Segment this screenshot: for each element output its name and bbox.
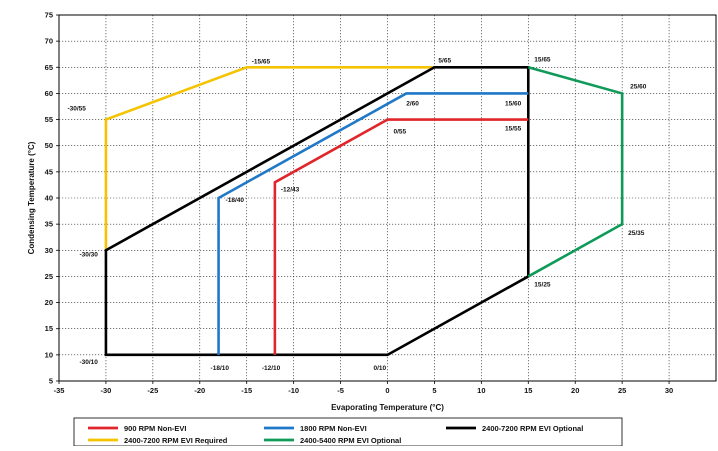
x-tick-label: 25 <box>618 386 626 395</box>
point-label: 15/55 <box>505 126 522 133</box>
legend-box <box>73 417 623 447</box>
point-label: 25/60 <box>630 83 647 90</box>
x-tick-label: -25 <box>147 386 158 395</box>
y-tick-label: 75 <box>45 11 53 20</box>
point-labels: -15/65 5/65 15/65 25/60 -30/55 2/60 15/60 0/55 1… <box>67 56 646 372</box>
series-line-2400-5400-rpm-evi-optional <box>527 66 624 278</box>
y-tick-label: 40 <box>45 194 53 203</box>
point-label: 15/25 <box>534 281 551 288</box>
y-tick-label: 45 <box>45 167 53 176</box>
point-label: 0/10 <box>374 365 387 372</box>
series-line-900-rpm-non-evi <box>273 118 529 355</box>
legend: 900 RPM Non-EVI 1800 RPM Non-EVI 2400-7200… <box>73 417 623 447</box>
point-label: -30/55 <box>67 106 86 113</box>
x-axis-title: Evaporating Temperature (°C) <box>331 403 444 412</box>
y-tick-label: 55 <box>45 115 53 124</box>
y-tick-label: 50 <box>45 141 53 150</box>
point-label: 0/55 <box>394 129 407 136</box>
x-tick-label: 20 <box>571 386 579 395</box>
x-tick-label: -20 <box>194 386 205 395</box>
y-tick-label: 60 <box>45 89 53 98</box>
x-tick-label: -5 <box>337 386 344 395</box>
point-label: -30/30 <box>79 251 98 258</box>
x-tick-label: 15 <box>524 386 532 395</box>
point-label: -15/65 <box>252 58 271 65</box>
x-tick-label: 10 <box>477 386 485 395</box>
legend-label: 2400-7200 RPM EVI Optional <box>482 424 583 433</box>
legend-label: 1800 RPM Non-EVI <box>300 424 367 433</box>
y-tick-label: 70 <box>45 37 53 46</box>
y-axis-title: Condensing Temperature (°C) <box>27 141 36 254</box>
x-tick-label: 0 <box>385 386 389 395</box>
grid <box>58 14 716 382</box>
series-line-1800-rpm-non-evi <box>217 92 529 355</box>
x-tick-label: -30 <box>101 386 112 395</box>
point-label: -12/43 <box>281 186 300 193</box>
y-tick-label: 65 <box>45 63 53 72</box>
point-label: 25/35 <box>628 230 645 237</box>
point-label: -18/40 <box>226 197 245 204</box>
point-label: 2/60 <box>406 100 419 107</box>
legend-label: 2400-5400 RPM EVI Optional <box>300 436 401 445</box>
legend-label: 900 RPM Non-EVI <box>124 424 187 433</box>
y-tick-label: 35 <box>45 220 53 229</box>
y-tick-label: 30 <box>45 246 53 255</box>
y-tick-label: 10 <box>45 350 53 359</box>
point-label: -30/10 <box>79 359 98 366</box>
x-tick-label: 5 <box>432 386 436 395</box>
x-tick-label: -15 <box>241 386 252 395</box>
y-tick-label: 25 <box>45 272 53 281</box>
x-tick-label: -35 <box>54 386 65 395</box>
point-label: -18/10 <box>211 365 230 372</box>
y-tick-label: 5 <box>49 377 53 386</box>
point-label: -12/10 <box>262 365 281 372</box>
point-label: 5/65 <box>438 57 451 64</box>
series-line-2400-7200-rpm-evi-required <box>104 65 435 251</box>
y-tick-label: 15 <box>45 324 53 333</box>
y-tick-label: 20 <box>45 298 53 307</box>
axis-ticks: -35 -30 -25 -20 -15 -10 -5 0 5 10 15 20 25 30 5 10 15 20 2… <box>45 11 674 396</box>
point-label: 15/65 <box>534 56 551 63</box>
point-label: 15/60 <box>505 100 522 107</box>
series-lines <box>104 65 624 357</box>
legend-label: 2400-7200 RPM EVI Required <box>124 436 228 445</box>
x-tick-label: 30 <box>665 386 673 395</box>
series-line-2400-7200-rpm-evi-optional <box>104 65 530 357</box>
x-tick-label: -10 <box>288 386 299 395</box>
